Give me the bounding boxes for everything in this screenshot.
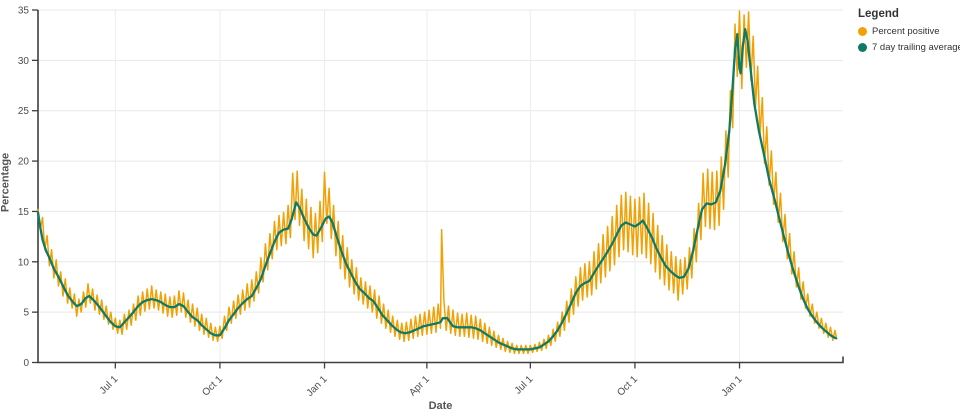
y-tick-label: 35 bbox=[18, 6, 30, 17]
x-tick-label: Oct 1 bbox=[200, 374, 225, 399]
y-tick-label: 15 bbox=[18, 207, 30, 218]
legend-item: Percent positive bbox=[858, 26, 958, 37]
axis-domain-line bbox=[37, 10, 844, 364]
y-tick-label: 20 bbox=[18, 157, 30, 168]
legend-swatch-icon bbox=[858, 43, 867, 52]
percent-positive-line bbox=[37, 10, 837, 355]
y-tick-label: 5 bbox=[23, 308, 29, 319]
legend-title: Legend bbox=[858, 8, 899, 20]
y-tick-label: 10 bbox=[18, 257, 30, 268]
y-axis-title: Percentage bbox=[0, 152, 12, 213]
x-axis-title: Date bbox=[428, 400, 453, 412]
legend-item: 7 day trailing average bbox=[858, 42, 960, 53]
x-tick-label: Jan 1 bbox=[305, 374, 330, 399]
x-tick-label: Jan 1 bbox=[720, 374, 745, 399]
legend-items: Percent positive 7 day trailing average bbox=[858, 26, 960, 53]
x-tick-label: Jul 1 bbox=[98, 374, 121, 397]
legend-label: 7 day trailing average bbox=[872, 42, 960, 53]
y-tick-label: 25 bbox=[18, 106, 30, 117]
legend: Legend Percent positive 7 day trailing av… bbox=[858, 8, 960, 58]
x-tick-label: Oct 1 bbox=[615, 374, 640, 399]
legend-label: Percent positive bbox=[872, 26, 940, 37]
legend-swatch-icon bbox=[858, 27, 867, 36]
trailing-average-line bbox=[36, 27, 838, 351]
x-tick-label: Apr 1 bbox=[407, 374, 432, 399]
y-tick-label: 0 bbox=[23, 358, 29, 369]
x-tick-label: Jul 1 bbox=[513, 374, 536, 397]
y-tick-label: 30 bbox=[18, 56, 30, 67]
